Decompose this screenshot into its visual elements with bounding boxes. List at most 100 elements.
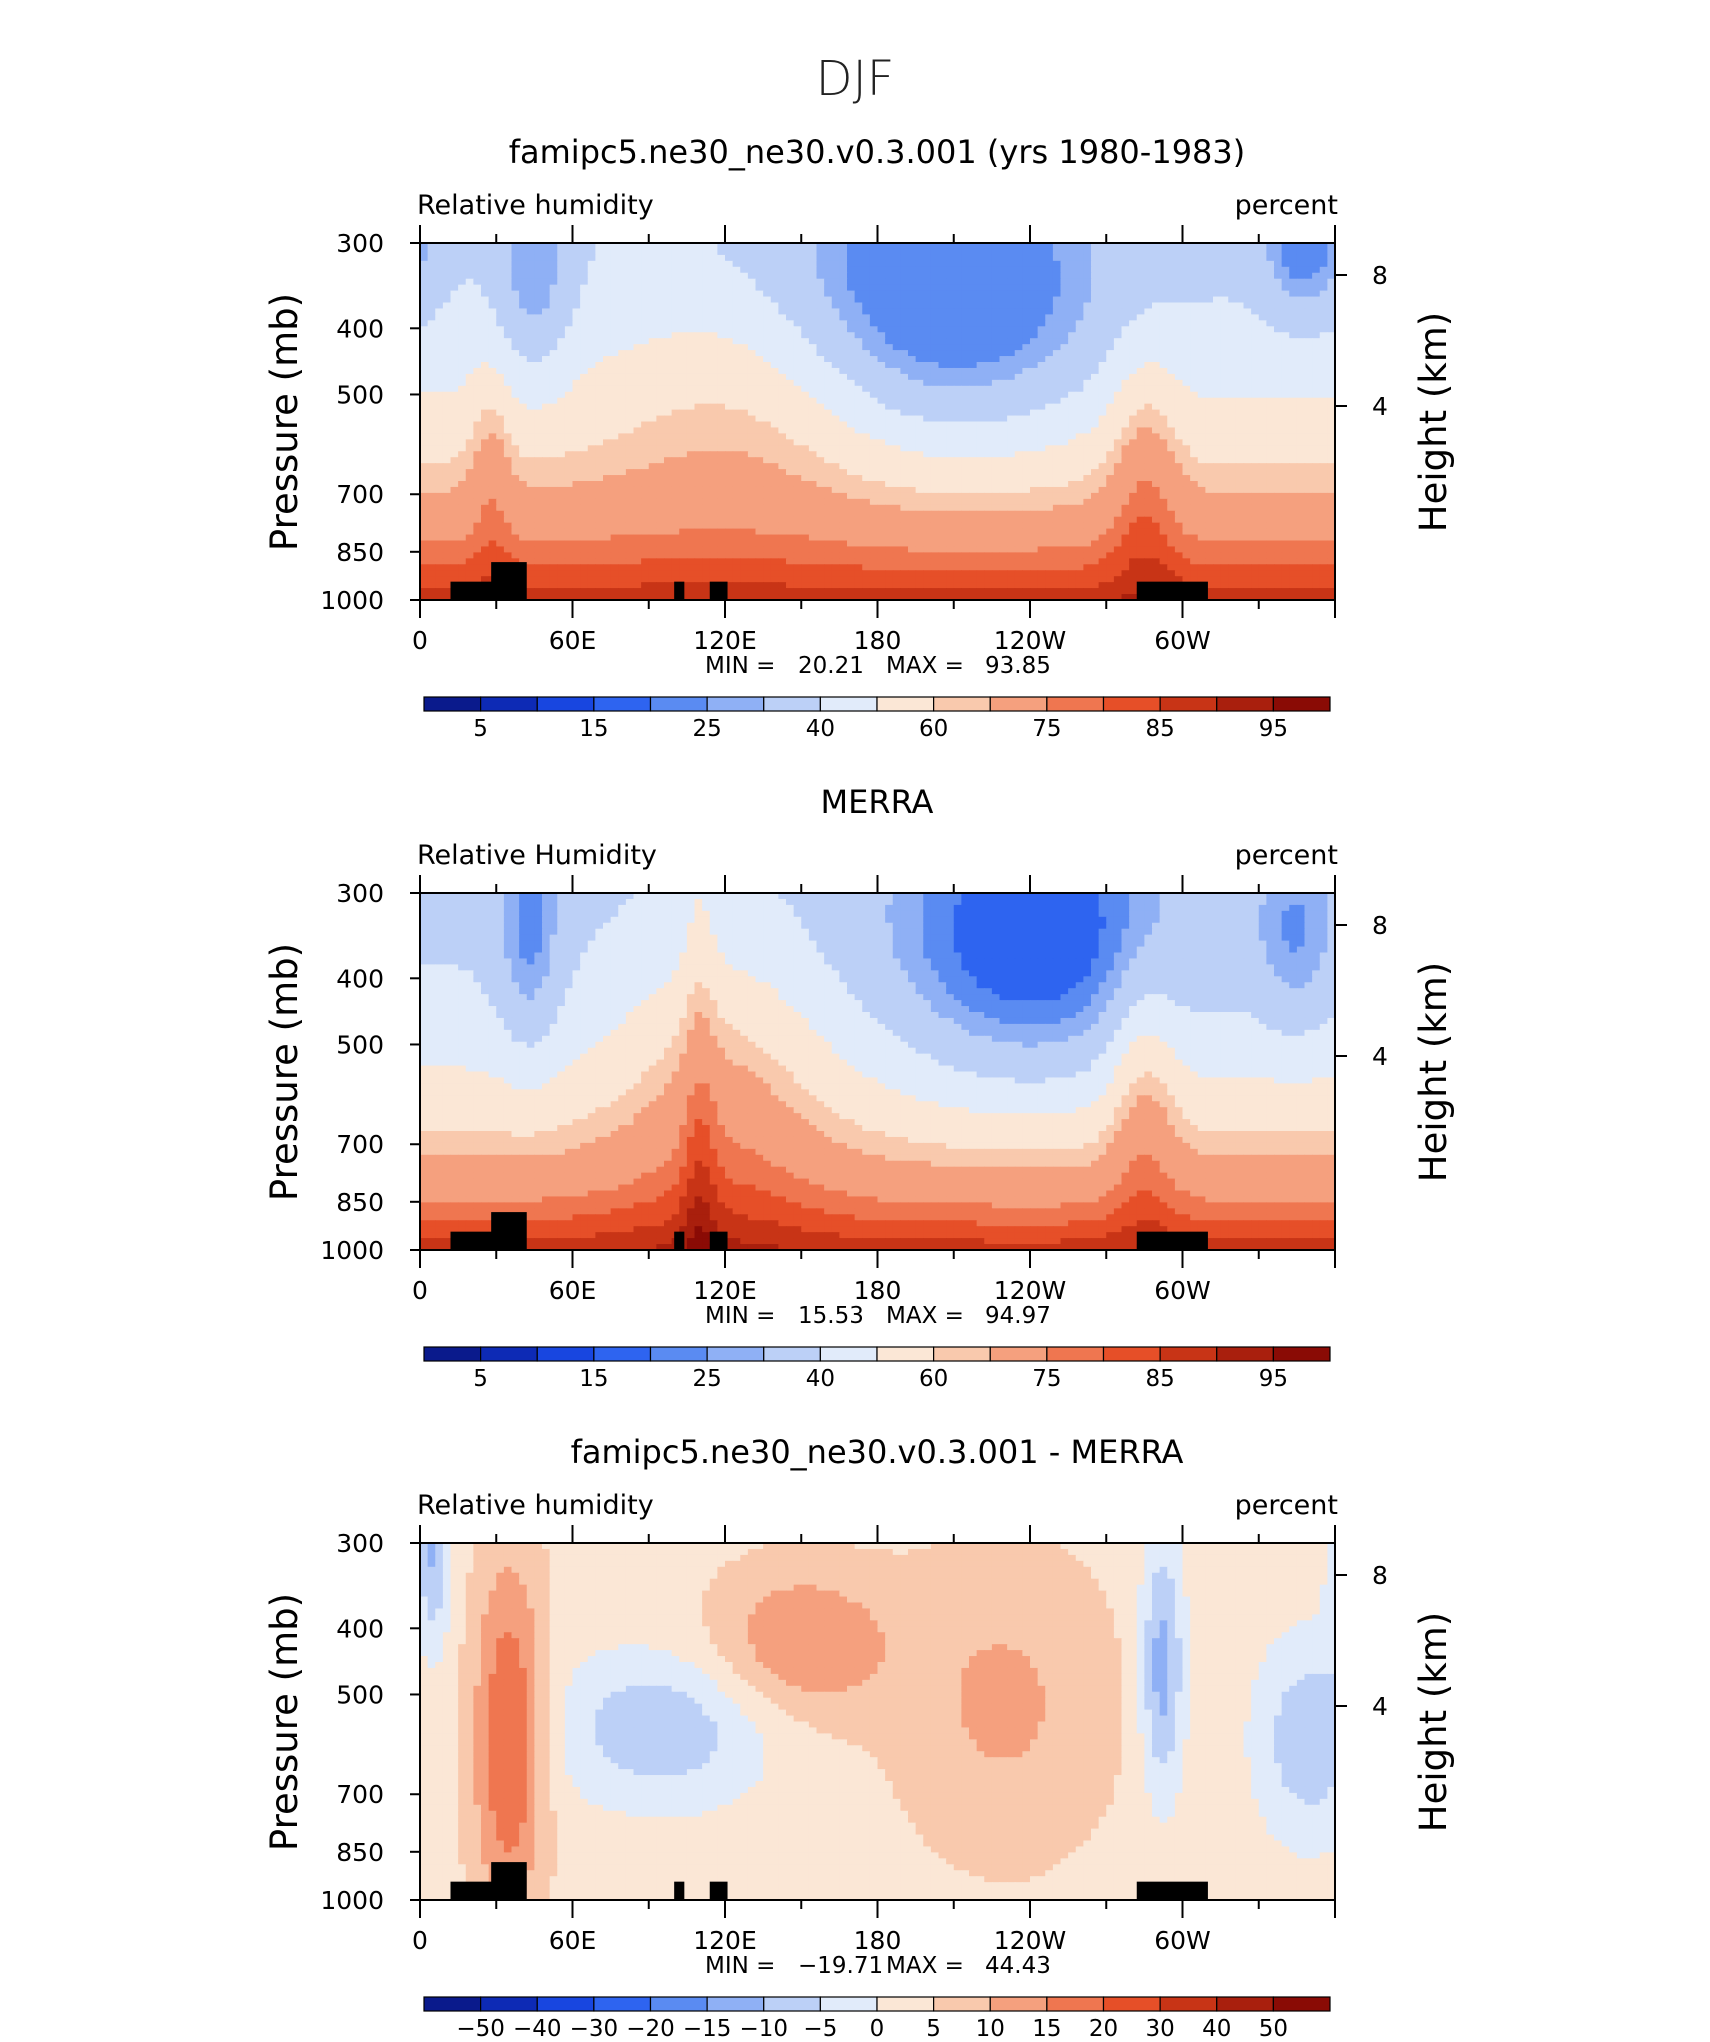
heatmap-cell [588,255,596,262]
heatmap-cell [1015,249,1023,256]
heatmap-cell [466,249,474,256]
heatmap-cell [946,332,954,339]
heatmap-cell [687,308,695,315]
heatmap-cell [748,475,756,482]
heatmap-cell [1144,291,1152,298]
heatmap-cell [893,297,901,304]
heatmap-cell [893,308,901,315]
heatmap-cell [580,255,588,262]
heatmap-cell [817,463,825,470]
heatmap-cell [733,386,741,393]
heatmap-cell [1244,427,1252,434]
heatmap-cell [1297,350,1305,357]
heatmap-cell [580,416,588,423]
heatmap-cell [870,368,878,375]
heatmap-cell [634,279,642,286]
variable-label: Relative humidity [417,190,654,221]
heatmap-cell [435,463,443,470]
heatmap-cell [1236,398,1244,405]
heatmap-cell [1259,249,1267,256]
heatmap-cell [1053,314,1061,321]
heatmap-cell [1007,416,1015,423]
heatmap-cell [1289,255,1297,262]
heatmap-cell [618,392,626,399]
heatmap-cell [794,374,802,381]
heatmap-cell [984,255,992,262]
heatmap-cell [557,344,565,351]
heatmap-cell [1183,433,1191,440]
heatmap-cell [1183,386,1191,393]
heatmap-cell [977,398,985,405]
heatmap-cell [878,374,886,381]
heatmap-cell [557,392,565,399]
heatmap-cell [763,422,771,429]
heatmap-cell [504,427,512,434]
heatmap-cell [1167,303,1175,310]
heatmap-cell [443,332,451,339]
heatmap-cell [977,320,985,327]
heatmap-cell [931,481,939,488]
heatmap-cell [908,416,916,423]
heatmap-cell [878,451,886,458]
heatmap-cell [420,404,428,411]
heatmap-cell [733,314,741,321]
heatmap-cell [1053,422,1061,429]
heatmap-cell [733,374,741,381]
heatmap-cell [1106,368,1114,375]
heatmap-cell [519,291,527,298]
heatmap-cell [489,344,497,351]
heatmap-cell [1228,445,1236,452]
heatmap-cell [1228,285,1236,292]
heatmap-cell [710,410,718,417]
heatmap-cell [435,332,443,339]
heatmap-cell [1045,267,1053,274]
heatmap-cell [1038,362,1046,369]
heatmap-cell [862,487,870,494]
heatmap-cell [1175,386,1183,393]
heatmap-cell [451,410,459,417]
heatmap-cell [717,326,725,333]
heatmap-cell [1129,332,1137,339]
heatmap-cell [702,332,710,339]
heatmap-cell [458,320,466,327]
heatmap-cell [1274,386,1282,393]
heatmap-cell [1175,439,1183,446]
heatmap-cell [893,368,901,375]
heatmap-cell [1198,445,1206,452]
heatmap-cell [542,427,550,434]
heatmap-cell [573,487,581,494]
heatmap-cell [977,433,985,440]
heatmap-cell [984,350,992,357]
heatmap-cell [992,416,1000,423]
heatmap-cell [1000,386,1008,393]
heatmap-cell [1228,404,1236,411]
heatmap-cell [771,487,779,494]
heatmap-cell [1152,368,1160,375]
heatmap-cell [954,297,962,304]
heatmap-cell [1244,344,1252,351]
heatmap-cell [1274,427,1282,434]
heatmap-cell [1198,427,1206,434]
heatmap-cell [504,356,512,363]
heatmap-cell [1274,279,1282,286]
heatmap-cell [786,332,794,339]
heatmap-cell [878,392,886,399]
heatmap-cell [786,255,794,262]
heatmap-cell [1175,427,1183,434]
heatmap-cell [527,368,535,375]
heatmap-cell [1274,314,1282,321]
heatmap-cell [473,273,481,280]
heatmap-cell [443,368,451,375]
heatmap-cell [428,422,436,429]
heatmap-cell [466,469,474,476]
heatmap-cell [916,344,924,351]
heatmap-cell [695,350,703,357]
heatmap-cell [1266,374,1274,381]
heatmap-cell [763,481,771,488]
heatmap-cell [1015,308,1023,315]
heatmap-cell [618,338,626,345]
heatmap-cell [458,463,466,470]
heatmap-cell [1297,416,1305,423]
heatmap-cell [580,386,588,393]
heatmap-cell [1045,445,1053,452]
